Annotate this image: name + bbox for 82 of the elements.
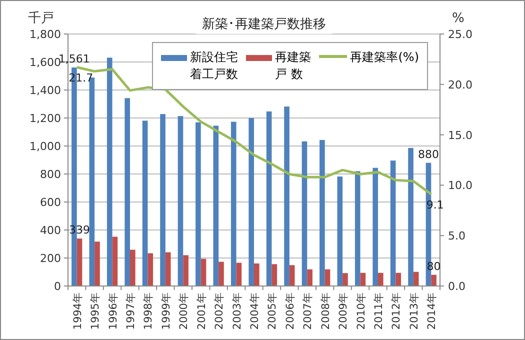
bar [94, 242, 100, 286]
bar [218, 262, 224, 286]
bar [307, 269, 312, 286]
x-tick-label: 2010年 [355, 292, 368, 330]
bar [431, 274, 436, 286]
bar [106, 58, 112, 286]
bar [396, 272, 402, 286]
y-tick-label: 1,600 [30, 56, 61, 69]
x-tick-label: 1999年 [160, 292, 172, 330]
y-tick-label: 1,200 [30, 112, 61, 125]
x-tick-label: 2014年 [426, 292, 438, 330]
legend-label: 再建築率(%) [350, 49, 419, 66]
bar [183, 255, 188, 286]
bar [165, 252, 171, 286]
bar [213, 126, 219, 286]
y2-tick-label: 20.0 [448, 78, 472, 92]
bar [320, 140, 325, 286]
x-tick-label: 1995年 [90, 292, 102, 330]
x-tick-label: 2004年 [249, 292, 261, 330]
y-tick-label: 400 [40, 224, 61, 237]
x-tick-label: 2005年 [266, 292, 279, 330]
x-tick-label: 1998年 [142, 292, 155, 330]
bar [178, 116, 184, 286]
x-tick-label: 1994年 [72, 292, 84, 330]
x-tick-label: 2009年 [338, 292, 350, 330]
x-tick-label: 2013年 [408, 292, 420, 330]
y-tick-label: 1,000 [30, 140, 61, 153]
bar [112, 236, 118, 286]
y-tick-label: 600 [40, 196, 61, 209]
y2-tick-label: 25.0 [448, 28, 472, 41]
y-axis-title: 千戸 [28, 11, 54, 26]
y2-axis-title: % [452, 11, 464, 26]
y-tick-label: 0 [54, 280, 61, 293]
y2-tick-label: 0.0 [448, 280, 466, 293]
bar [254, 263, 260, 286]
bar [354, 171, 360, 286]
bar [130, 250, 136, 286]
bar [124, 98, 130, 286]
bar [378, 272, 384, 286]
bar [372, 168, 378, 286]
bar [284, 106, 290, 286]
bar [302, 141, 308, 286]
x-tick-label: 2002年 [214, 292, 226, 330]
bar [236, 262, 242, 286]
legend-label: 再建築戸 数 [275, 49, 312, 83]
bar [413, 272, 419, 286]
y2-tick-label: 5.0 [448, 230, 466, 243]
data-label: 880 [418, 148, 439, 161]
bar [148, 253, 154, 286]
bar [272, 264, 278, 286]
bar [289, 265, 295, 286]
bar [230, 122, 236, 286]
y-tick-label: 800 [40, 168, 61, 181]
y2-tick-label: 10.0 [448, 179, 472, 192]
legend-label: 新設住宅着工戸数 [190, 49, 238, 83]
y2-tick-label: 15.0 [448, 128, 472, 142]
x-tick-label: 1997年 [125, 292, 137, 330]
x-tick-label: 2006年 [284, 292, 296, 330]
x-tick-label: 2011年 [373, 292, 385, 330]
bar [266, 111, 272, 286]
y-tick-label: 1,400 [30, 84, 61, 97]
bar [196, 122, 201, 286]
bar [342, 273, 348, 286]
y-tick-label: 1,800 [30, 28, 61, 41]
bar [390, 160, 396, 286]
bar [337, 176, 343, 286]
bar [200, 258, 206, 286]
x-tick-label: 1996年 [107, 292, 120, 330]
x-tick-label: 2007年 [302, 292, 314, 330]
x-tick-label: 2003年 [231, 292, 244, 330]
x-tick-label: 2001年 [196, 292, 208, 330]
bar [142, 120, 148, 286]
bar [324, 269, 330, 286]
bar [408, 148, 414, 286]
bar [248, 118, 254, 286]
y-tick-label: 200 [40, 252, 61, 265]
bar [76, 238, 82, 286]
bar [160, 114, 166, 286]
x-tick-label: 2012年 [390, 292, 403, 330]
chart-title: 新築･再建築戸数推移 [202, 17, 326, 32]
x-tick-label: 2008年 [320, 292, 332, 330]
x-tick-label: 2000年 [178, 292, 190, 330]
